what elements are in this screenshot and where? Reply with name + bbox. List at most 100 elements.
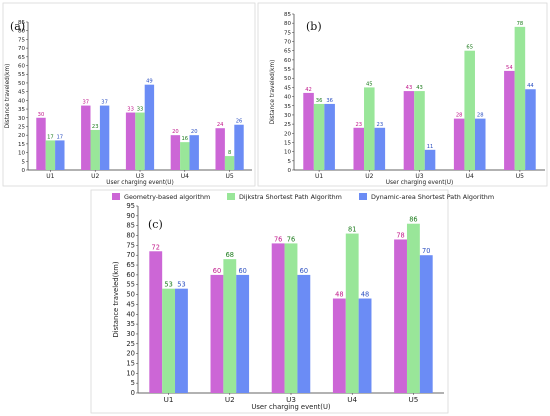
x-tick-label-u4: U4: [181, 173, 189, 180]
data-label-c-u1-dynamic: 53: [177, 281, 185, 289]
y-tick-label: 70: [18, 46, 25, 52]
panel-b: 0 5 10 15 20 25 30 35 40 45 50 55 60 65 70 75 80 85 U1 42 36…: [270, 12, 545, 186]
data-label-c-u2-dynamic: 60: [238, 267, 246, 275]
data-label-b-u3-geometry: 43: [406, 85, 413, 91]
y-axis-label: Distance traveled(km): [5, 64, 11, 129]
x-tick-label-u3: U3: [136, 173, 144, 180]
bar-b-u2-dijkstra: [364, 87, 375, 170]
y-tick-label: 80: [18, 29, 25, 35]
y-tick-label: 5: [22, 159, 26, 165]
bar-c-u2-dynamic: [236, 274, 250, 393]
bar-b-u4-dynamic: [474, 118, 486, 170]
y-tick-label: 55: [126, 281, 135, 289]
data-label-a-u4-geometry: 20: [172, 129, 179, 135]
x-axis-label: User charging event(U): [106, 180, 174, 186]
y-tick-label: 15: [126, 359, 135, 367]
y-tick-label: 15: [284, 140, 291, 146]
bar-a-u1-dynamic: [55, 140, 65, 170]
y-tick-label: 65: [284, 49, 291, 55]
y-tick-label: 75: [18, 37, 25, 43]
x-tick-label-u5: U5: [225, 173, 233, 180]
bar-c-u4-dijkstra: [345, 233, 359, 393]
data-label-c-u5-dynamic: 70: [422, 247, 430, 255]
x-tick-label-u1: U1: [46, 173, 54, 180]
y-tick-label: 75: [284, 30, 291, 36]
y-tick-label: 60: [284, 58, 291, 64]
bar-a-u2-dynamic: [99, 105, 110, 170]
y-tick-label: 50: [18, 81, 25, 87]
x-tick-label-u5: U5: [516, 173, 524, 180]
y-tick-label: 70: [126, 251, 135, 259]
y-tick-label: 50: [284, 76, 291, 82]
data-label-b-u2-dynamic: 23: [377, 122, 384, 128]
x-tick-label-u3: U3: [286, 395, 296, 404]
y-tick-label: 35: [18, 107, 25, 113]
bar-a-u1-dijkstra: [45, 140, 56, 170]
data-label-b-u2-dijkstra: 45: [366, 81, 373, 87]
data-label-a-u3-dynamic: 49: [146, 79, 153, 85]
y-tick-label: 20: [284, 131, 291, 137]
data-label-a-u3-geometry: 33: [127, 107, 134, 113]
bar-b-u5-dijkstra: [514, 26, 526, 170]
y-tick-label: 5: [288, 159, 292, 165]
data-label-c-u5-geometry: 78: [396, 231, 404, 239]
x-tick-label-u5: U5: [408, 395, 418, 404]
bar-b-u3-geometry: [403, 91, 415, 170]
data-label-c-u4-geometry: 48: [335, 291, 343, 299]
bar-c-u2-geometry: [210, 274, 224, 393]
y-tick-label: 5: [131, 379, 135, 387]
y-tick-label: 0: [131, 389, 135, 397]
panel-label-a: (a): [10, 20, 25, 33]
y-tick-label: 80: [126, 232, 135, 240]
y-axis-label: Distance traveled(km): [270, 60, 276, 125]
bar-a-u5-dijkstra: [224, 156, 235, 170]
data-label-b-u1-dijkstra: 36: [316, 98, 323, 104]
y-tick-label: 65: [126, 261, 135, 269]
x-tick-label-u1: U1: [164, 395, 174, 404]
bar-c-u5-geometry: [394, 239, 407, 393]
bar-b-u2-dynamic: [374, 127, 386, 170]
bar-a-u2-geometry: [81, 105, 91, 170]
data-label-b-u1-dynamic: 36: [326, 98, 333, 104]
data-label-c-u1-geometry: 72: [152, 243, 160, 251]
bar-a-u2-dijkstra: [90, 129, 100, 170]
x-axis-label: User charging event(U): [251, 403, 331, 411]
y-tick-label: 55: [284, 67, 291, 73]
bar-c-u5-dynamic: [419, 255, 433, 393]
data-label-b-u4-dynamic: 28: [477, 113, 484, 119]
data-label-a-u5-geometry: 24: [217, 122, 224, 128]
bar-c-u3-geometry: [271, 243, 285, 393]
bar-a-u1-geometry: [36, 117, 46, 170]
data-label-c-u2-geometry: 60: [213, 267, 221, 275]
bar-a-u5-dynamic: [234, 124, 244, 170]
y-tick-label: 35: [126, 320, 135, 328]
y-axis-label: Distance traveled(km): [112, 261, 120, 337]
panel-a: 0 5 10 15 20 25 30 35 40 45 50 55 60 65 70 75 80 85 U1 30 17…: [5, 20, 252, 186]
legend: Geometry-based algorithm Dijkstra Shorte…: [112, 193, 494, 201]
legend-swatch-dynamic: [359, 193, 367, 200]
data-label-a-u2-dynamic: 37: [101, 100, 108, 106]
y-tick-label: 25: [126, 340, 135, 348]
panel-label-c: (c): [148, 218, 163, 231]
x-axis-label: User charging event(U): [386, 180, 454, 186]
y-tick-label: 40: [126, 310, 135, 318]
bar-c-u4-dynamic: [358, 298, 372, 393]
bar-c-u1-dijkstra: [162, 288, 176, 393]
y-tick-label: 95: [126, 202, 135, 210]
x-tick-label-u2: U2: [91, 173, 99, 180]
data-label-a-u3-dijkstra: 33: [137, 107, 144, 113]
y-tick-label: 45: [18, 90, 25, 96]
y-tick-label: 40: [18, 98, 25, 104]
bar-c-u4-geometry: [332, 298, 346, 393]
y-tick-label: 20: [126, 350, 135, 358]
y-tick-label: 65: [18, 55, 25, 61]
data-label-b-u5-geometry: 54: [506, 65, 513, 71]
bar-c-u3-dynamic: [297, 274, 311, 393]
data-label-c-u3-dijkstra: 76: [287, 235, 295, 243]
bar-a-u4-dynamic: [189, 135, 199, 170]
bar-c-u5-dijkstra: [406, 223, 420, 393]
bar-a-u5-geometry: [215, 128, 225, 170]
data-label-b-u1-geometry: 42: [305, 87, 312, 93]
data-label-b-u2-geometry: 23: [355, 122, 362, 128]
y-tick-label: 45: [126, 300, 135, 308]
